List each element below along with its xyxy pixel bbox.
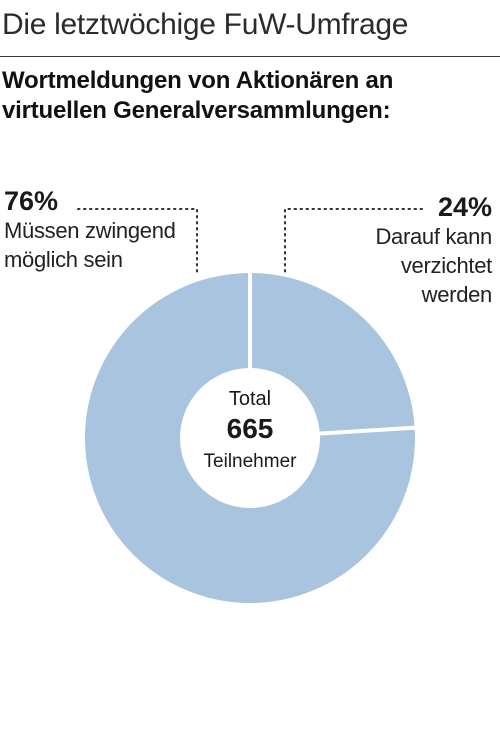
label-slice-2: 24% Darauf kann verzichtet werden: [342, 192, 492, 309]
slice-2-percent: 24%: [437, 192, 492, 222]
leader-line-slice-2: [284, 208, 423, 273]
header-rule: [0, 56, 500, 57]
chart-headline: Wortmeldungen von Aktionären an virtuell…: [2, 67, 394, 124]
slice-separator-1: [318, 425, 416, 436]
kicker-title: Die letztwöchige FuW-Umfrage: [2, 8, 409, 41]
donut-slices: [84, 272, 416, 603]
center-total-value: 665: [226, 413, 274, 444]
donut-slice-1: [84, 273, 415, 603]
leader-line-slice-1: [77, 208, 198, 273]
leader-lines: [77, 208, 423, 273]
slice-1-percent: 76%: [4, 186, 59, 216]
center-unit-label: Teilnehmer: [203, 451, 297, 472]
label-slice-1: 76% Müssen zwingend möglich sein: [4, 186, 204, 274]
slice-2-description: Darauf kann verzichtet werden: [375, 224, 492, 307]
slice-1-description: Müssen zwingend möglich sein: [4, 218, 176, 272]
donut-slice-2: [250, 273, 415, 434]
center-total-label: Total: [228, 388, 272, 410]
